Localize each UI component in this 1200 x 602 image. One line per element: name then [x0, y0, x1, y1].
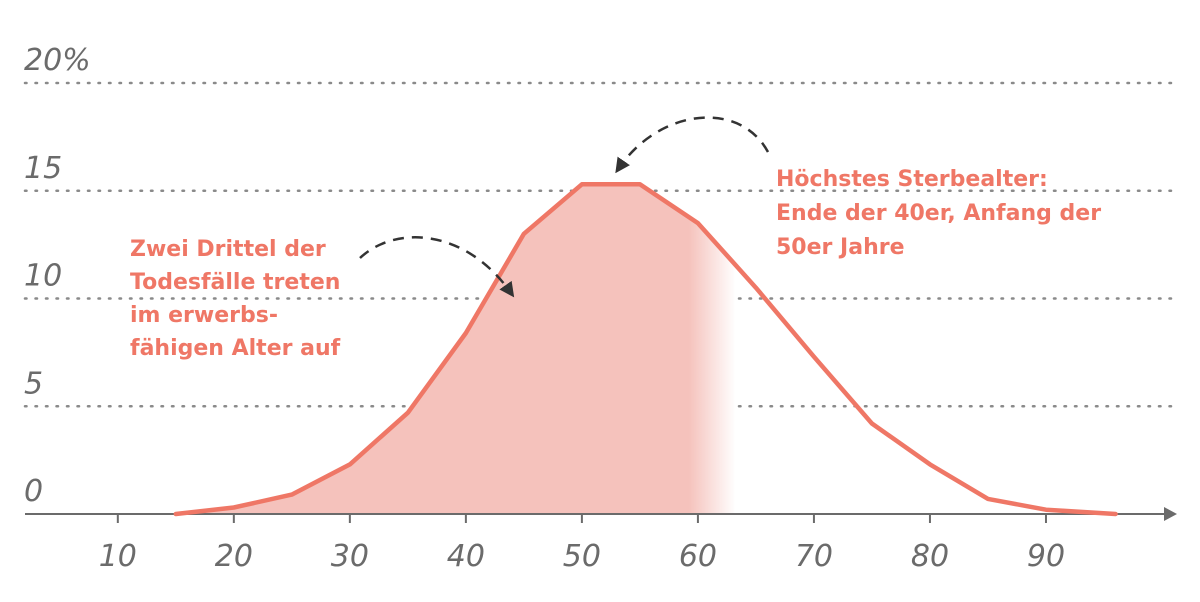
x-axis-arrow [1164, 507, 1177, 521]
arrow-working-age [359, 236, 515, 298]
annotation-working-age: Zwei Drittel der Todesfälle treten im erwe… [130, 237, 341, 361]
annotation-line: Ende der 40er, Anfang der [776, 201, 1101, 226]
x-tick-label: 10 [99, 539, 137, 574]
annotation-peak-age: Höchstes Sterbealter: Ende der 40er, Anfa… [776, 167, 1101, 260]
y-tick-label: 10 [24, 259, 62, 294]
annotation-line: fähigen Alter auf [130, 336, 341, 361]
x-tick-label: 80 [911, 539, 949, 574]
annotation-line: Todesfälle treten [130, 270, 340, 295]
arrow-peak-age [615, 116, 770, 174]
annotation-line: Höchstes Sterbealter: [776, 167, 1048, 192]
y-tick-label: 5 [24, 366, 43, 401]
y-tick-label: 15 [24, 151, 62, 186]
x-tick-label: 20 [215, 539, 253, 574]
axes [25, 507, 1177, 523]
shaded-area [175, 184, 736, 515]
annotations: Zwei Drittel der Todesfälle treten im erwe… [130, 116, 1101, 361]
tick-labels: 0 5 10 15 20% 10 20 30 40 50 60 70 80 90 [24, 43, 1065, 574]
area-layer [175, 184, 736, 515]
line-layer [173, 182, 1118, 517]
y-tick-label: 20% [24, 43, 91, 78]
x-tick-label: 90 [1027, 539, 1065, 574]
x-tick-label: 40 [447, 539, 485, 574]
y-tick-label: 0 [24, 474, 43, 509]
annotation-line: im erwerbs- [130, 303, 278, 328]
x-tick-label: 60 [679, 539, 717, 574]
x-tick-label: 30 [331, 539, 369, 574]
x-tick-label: 50 [563, 539, 601, 574]
series-line [173, 182, 1118, 517]
annotation-line: 50er Jahre [776, 235, 905, 260]
annotation-line: Zwei Drittel der [130, 237, 326, 262]
x-tick-label: 70 [795, 539, 833, 574]
